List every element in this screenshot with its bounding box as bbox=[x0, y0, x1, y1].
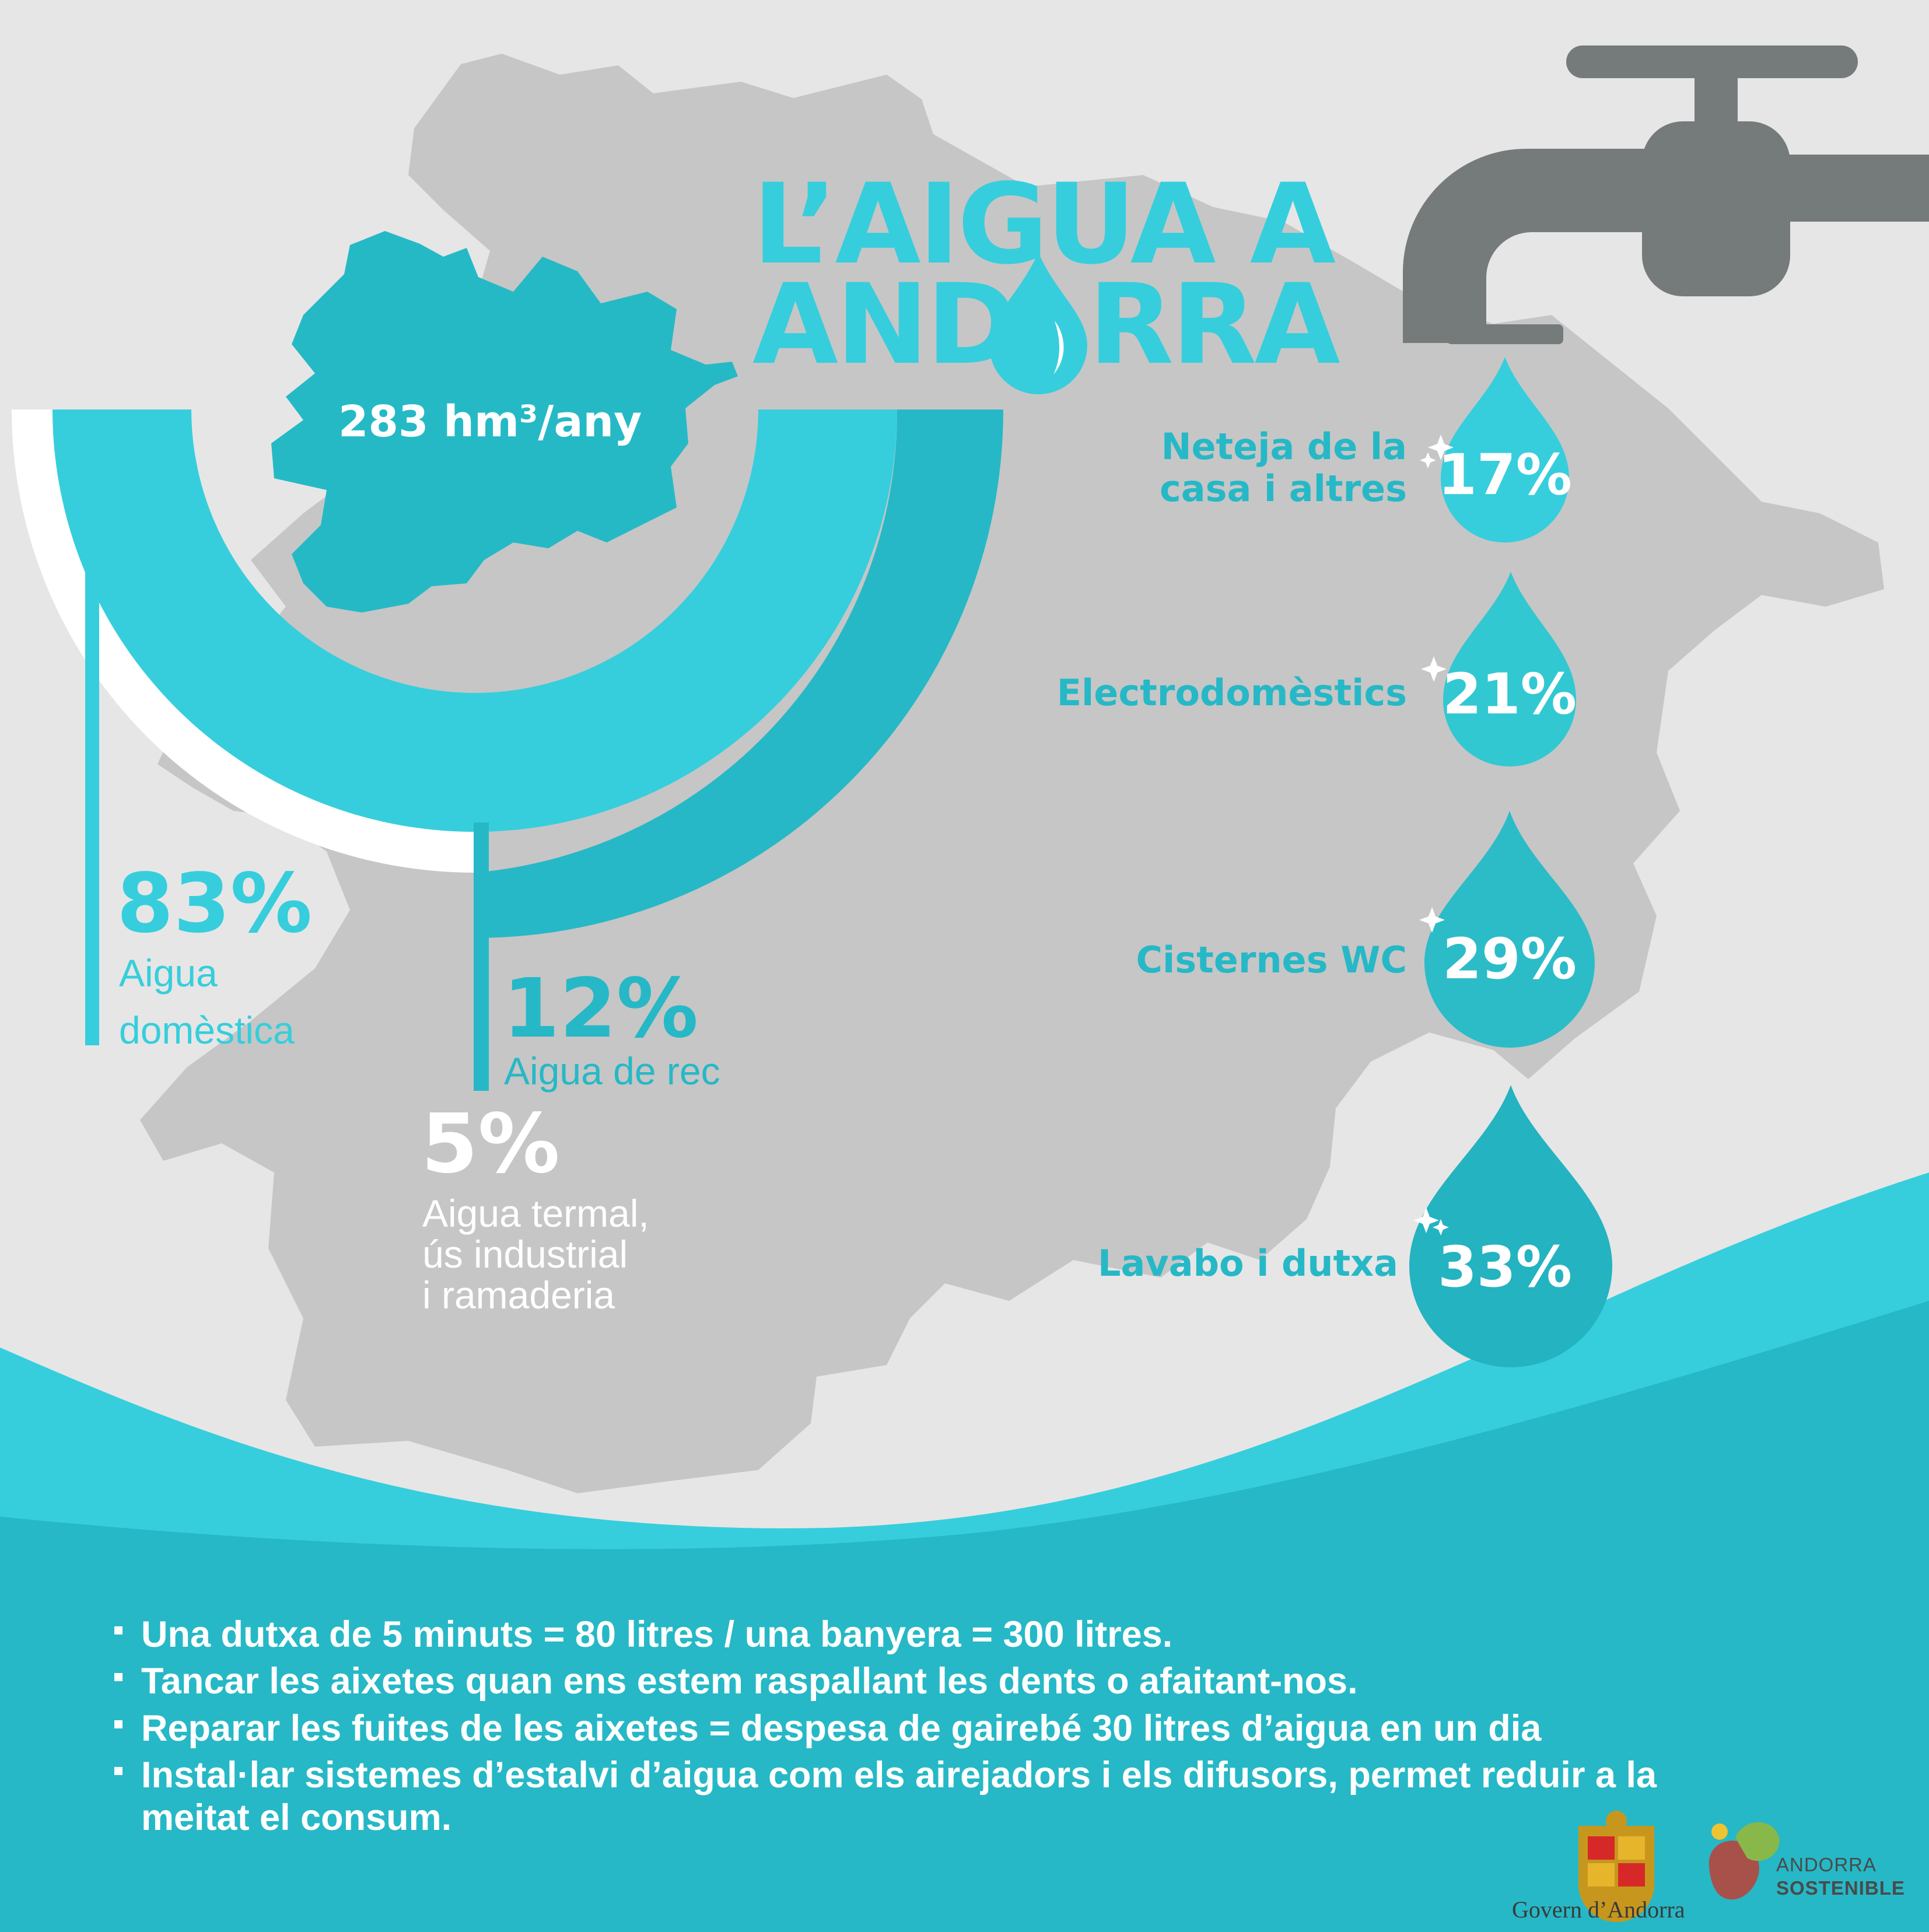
leader-line-domestica bbox=[85, 554, 99, 1045]
tip-item: Tancar les aixetes quan ens estem raspal… bbox=[114, 1660, 1806, 1702]
andorra-map-small bbox=[271, 231, 738, 612]
andorra-sostenible-text-1: ANDORRA bbox=[1776, 1854, 1877, 1875]
usage-termal-label-3: i ramaderia bbox=[422, 1273, 615, 1317]
usage-domestica-label-2: domèstica bbox=[119, 1009, 295, 1052]
drop-icon-1 bbox=[1441, 357, 1569, 542]
usage-domestica-pct: 83% bbox=[117, 856, 313, 951]
usage-termal-pct: 5% bbox=[421, 1097, 560, 1192]
drop-pct-1: 17% bbox=[1438, 442, 1572, 508]
govern-andorra-coat-icon bbox=[1578, 1811, 1654, 1922]
govern-andorra-text: Govern d’Andorra bbox=[1512, 1896, 1685, 1923]
usage-rec-label: Aigua de rec bbox=[504, 1049, 720, 1093]
leader-line-rec bbox=[474, 822, 489, 1091]
wave-dark bbox=[0, 1301, 1929, 1932]
total-volume: 283 hm³/any bbox=[338, 397, 642, 447]
usage-domestica-label-1: Aigua bbox=[119, 951, 218, 995]
usage-rec-pct: 12% bbox=[503, 961, 699, 1056]
drop-icon-3 bbox=[1424, 811, 1595, 1048]
arc-aigua-domestica bbox=[52, 410, 897, 832]
title-line-1: L’AIGUA A bbox=[752, 160, 1336, 289]
domestic-cat-2: Electrodomèstics bbox=[1056, 671, 1407, 714]
drop-pct-2: 21% bbox=[1443, 662, 1577, 727]
drop-pct-4: 33% bbox=[1438, 1234, 1572, 1300]
faucet-icon bbox=[1403, 46, 1929, 344]
water-saving-tips: Una dutxa de 5 minuts = 80 litres / una … bbox=[114, 1614, 1806, 1843]
domestic-cat-4: Lavabo i dutxa bbox=[1098, 1242, 1398, 1284]
title-line-2a: AND bbox=[752, 260, 1018, 389]
usage-termal-label-1: Aigua termal, bbox=[422, 1192, 649, 1235]
title-drop-icon bbox=[989, 252, 1087, 394]
drop-icon-4 bbox=[1409, 1085, 1612, 1367]
drop-pct-3: 29% bbox=[1443, 926, 1577, 992]
andorra-sostenible-text-2: SOSTENIBLE bbox=[1776, 1877, 1905, 1899]
tip-item: Instal·lar sistemes d’estalvi d’aigua co… bbox=[114, 1754, 1763, 1839]
tip-item: Reparar les fuites de les aixetes = desp… bbox=[114, 1707, 1806, 1749]
domestic-cat-1-line-2: casa i altres bbox=[1159, 467, 1407, 510]
tip-item: Una dutxa de 5 minuts = 80 litres / una … bbox=[114, 1614, 1806, 1656]
domestic-cat-1-line-1: Neteja de la bbox=[1161, 425, 1407, 468]
arc-aigua-rec bbox=[475, 410, 1003, 938]
drop-icon-2 bbox=[1443, 572, 1576, 766]
andorra-sostenible-logo-icon bbox=[1709, 1822, 1780, 1900]
title-line-2b: RRA bbox=[1088, 260, 1340, 389]
usage-termal-label-2: ús industrial bbox=[422, 1233, 628, 1276]
sparkle-icons bbox=[1413, 435, 1454, 1236]
domestic-cat-3: Cisternes WC bbox=[1136, 939, 1408, 981]
